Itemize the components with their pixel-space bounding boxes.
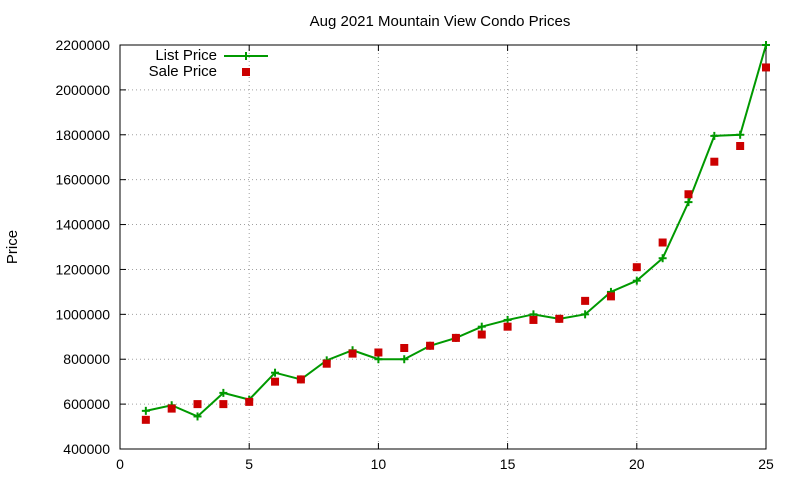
legend-label-sale-price: Sale Price bbox=[149, 63, 217, 80]
sale-price-point bbox=[606, 292, 615, 301]
sale-price-point bbox=[374, 348, 383, 357]
list-price-point bbox=[193, 412, 202, 421]
y-tick-label: 400000 bbox=[63, 441, 110, 457]
list-price-point bbox=[271, 368, 280, 377]
list-price-point bbox=[632, 276, 641, 285]
list-price-line bbox=[145, 44, 767, 418]
legend: List Price Sale Price bbox=[149, 47, 268, 80]
sale-price-point bbox=[348, 349, 357, 358]
sale-price-point bbox=[710, 157, 719, 166]
sale-price-point bbox=[555, 314, 564, 323]
sale-price-point bbox=[736, 142, 745, 150]
list-price-point bbox=[141, 406, 150, 415]
list-price-point bbox=[710, 131, 719, 140]
list-price-point bbox=[684, 198, 693, 207]
list-price-point bbox=[736, 130, 745, 139]
sale-price-point bbox=[503, 322, 512, 331]
sale-price-point bbox=[271, 377, 280, 386]
y-tick-label: 1400000 bbox=[55, 217, 110, 233]
list-price-point bbox=[503, 315, 512, 324]
y-tick-label: 1800000 bbox=[55, 127, 110, 143]
sale-price-point bbox=[167, 404, 176, 413]
series bbox=[141, 41, 770, 424]
x-tick-label: 25 bbox=[758, 456, 774, 472]
sale-price-point bbox=[296, 375, 305, 384]
list-price-point bbox=[477, 322, 486, 331]
y-tick-label: 2000000 bbox=[55, 82, 110, 98]
legend-marker-sale-price bbox=[242, 68, 250, 76]
axis-ticks: 0 5 10 15 20 25 400000 600000 800000 1000000 12000… bbox=[55, 37, 774, 472]
list-price-point bbox=[658, 254, 667, 263]
sale-price-point bbox=[529, 315, 538, 324]
sale-price-point bbox=[477, 330, 486, 339]
list-price-point bbox=[219, 388, 228, 397]
sale-price-point bbox=[684, 190, 693, 199]
list-price-point bbox=[374, 355, 383, 364]
sale-price-point bbox=[245, 397, 254, 406]
sale-price-point bbox=[451, 333, 460, 342]
sale-price-point bbox=[632, 263, 641, 272]
y-tick-label: 600000 bbox=[63, 396, 110, 412]
list-price-point bbox=[400, 355, 409, 364]
sale-price-point bbox=[426, 341, 435, 350]
legend-label-list-price: List Price bbox=[155, 47, 217, 64]
sale-price-point bbox=[322, 359, 331, 368]
list-price-point bbox=[581, 310, 590, 319]
list-price-point bbox=[762, 41, 770, 49]
sale-price-point bbox=[581, 296, 590, 305]
x-tick-label: 10 bbox=[371, 456, 387, 472]
y-tick-label: 1600000 bbox=[55, 172, 110, 188]
sale-price-point bbox=[219, 400, 228, 409]
sale-price-point bbox=[400, 344, 409, 352]
x-tick-label: 5 bbox=[245, 456, 253, 472]
y-tick-label: 1000000 bbox=[55, 306, 110, 322]
x-tick-label: 15 bbox=[500, 456, 516, 472]
sale-price-point bbox=[193, 400, 202, 409]
grid bbox=[120, 45, 766, 449]
x-tick-label: 0 bbox=[116, 456, 124, 472]
sale-price-point bbox=[658, 238, 667, 247]
y-tick-label: 1200000 bbox=[55, 261, 110, 277]
legend-marker-list-price bbox=[242, 52, 250, 60]
y-tick-label: 800000 bbox=[63, 351, 110, 367]
y-tick-label: 2200000 bbox=[55, 37, 110, 53]
y-axis-label: Price bbox=[4, 230, 21, 264]
sale-price-point bbox=[762, 63, 770, 72]
chart-title: Aug 2021 Mountain View Condo Prices bbox=[310, 13, 571, 30]
sale-price-point bbox=[141, 415, 150, 424]
plot-frame bbox=[119, 44, 767, 450]
x-tick-label: 20 bbox=[629, 456, 645, 472]
